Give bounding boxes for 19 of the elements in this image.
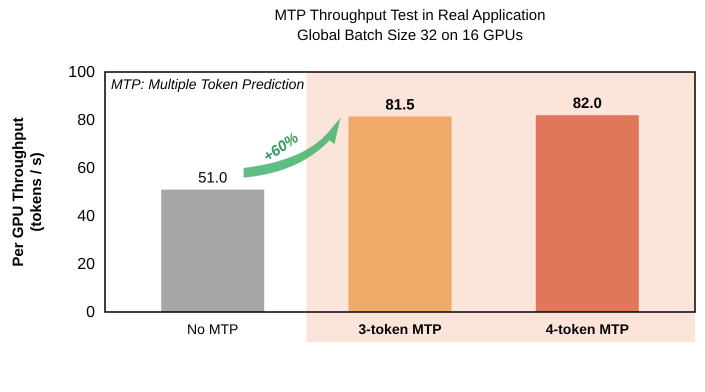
chart-title: MTP Throughput Test in Real Application [274,7,546,24]
annotation: MTP: Multiple Token Prediction [111,76,304,92]
data-label: 82.0 [572,95,602,112]
y-tick-label: 20 [77,256,96,274]
bar [348,116,452,312]
y-tick-label: 0 [86,304,96,322]
y-tick-label: 60 [77,160,96,178]
x-tick-label: 4-token MTP [546,320,629,337]
bar [536,115,639,312]
y-axis-title: Per GPU Throughput (tokens / s) [10,117,45,267]
bar [161,190,264,312]
x-tick-label: No MTP [187,320,238,337]
y-tick-label: 40 [77,208,96,226]
data-label: 81.5 [385,96,415,114]
x-tick-label: 3-token MTP [358,320,442,337]
chart-subtitle: Global Batch Size 32 on 16 GPUs [297,27,523,44]
y-tick-label: 80 [77,112,96,130]
y-tick-label: 100 [68,64,96,82]
data-label: 51.0 [198,170,228,187]
